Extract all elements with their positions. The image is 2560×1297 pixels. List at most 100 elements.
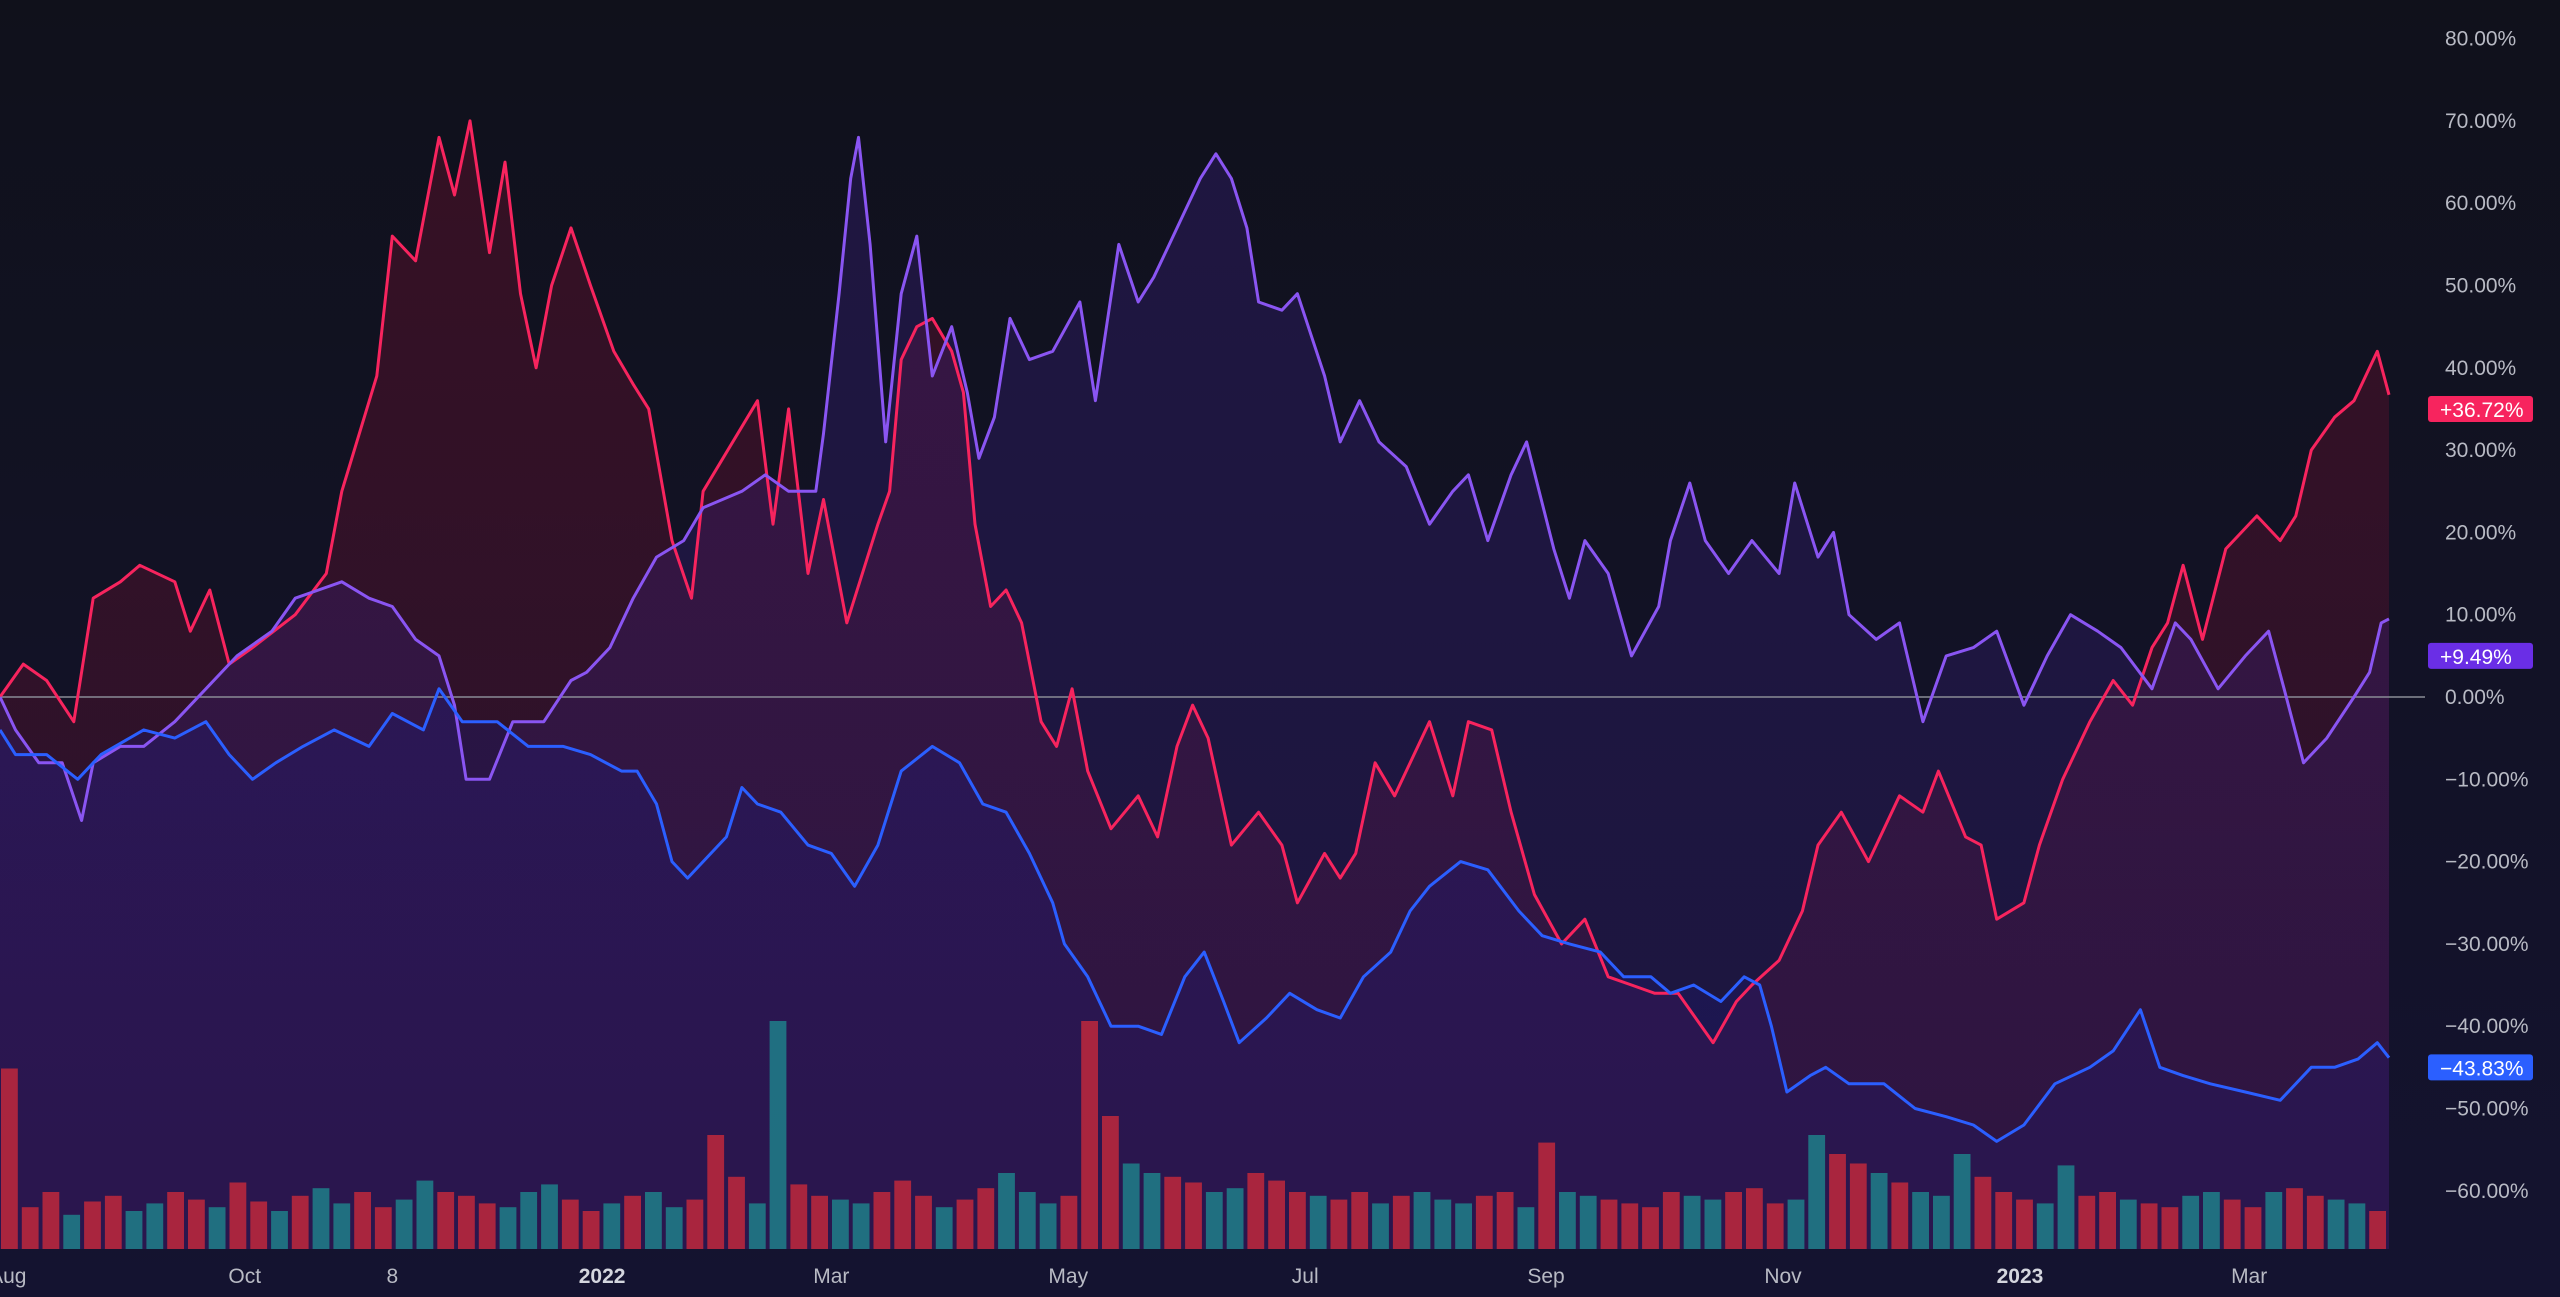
y-tick-label: −60.00% — [2445, 1180, 2529, 1203]
volume-bar — [1247, 1173, 1265, 1249]
volume-bar — [1226, 1188, 1244, 1249]
area-fills — [0, 120, 2389, 1249]
volume-bar — [1039, 1203, 1057, 1249]
volume-bar — [790, 1184, 808, 1249]
volume-bar — [63, 1214, 81, 1249]
volume-bar — [1185, 1182, 1202, 1249]
volume-bar — [2369, 1211, 2386, 1249]
volume-bar — [84, 1201, 101, 1249]
last-value-label-1: +36.72% — [2440, 399, 2524, 422]
volume-bar — [2016, 1199, 2033, 1249]
last-value-label-2: +9.49% — [2440, 646, 2512, 669]
volume-bar — [894, 1180, 912, 1249]
y-tick-label: 70.00% — [2445, 110, 2516, 133]
volume-bar — [2244, 1207, 2262, 1249]
volume-bar — [1829, 1154, 1846, 1249]
volume-bar — [478, 1203, 496, 1249]
volume-bar — [998, 1173, 1015, 1249]
volume-bar — [125, 1211, 143, 1249]
volume-bar — [1434, 1199, 1452, 1249]
volume-bar — [2348, 1203, 2366, 1249]
volume-bar — [541, 1184, 558, 1249]
volume-bar — [2140, 1203, 2158, 1249]
volume-bar — [1143, 1173, 1161, 1249]
volume-bar — [312, 1188, 330, 1249]
x-tick-label: Nov — [1764, 1265, 1802, 1288]
y-tick-label: −40.00% — [2445, 1015, 2529, 1038]
y-axis: 80.00% 70.00% 60.00% 50.00% 40.00% 30.00% 20.0… — [2445, 28, 2529, 1203]
x-tick-label: 2022 — [579, 1265, 626, 1288]
volume-bar — [1787, 1199, 1805, 1249]
volume-bar — [416, 1180, 434, 1249]
volume-bar — [2265, 1192, 2283, 1249]
volume-bar — [728, 1176, 745, 1249]
volume-bar — [915, 1195, 932, 1249]
volume-bar — [686, 1199, 704, 1249]
volume-bar — [1912, 1192, 1929, 1249]
volume-bar — [1579, 1195, 1597, 1249]
volume-bar — [374, 1207, 392, 1249]
volume-bar — [250, 1201, 268, 1249]
volume-bar — [2223, 1199, 2241, 1249]
volume-bar — [1683, 1195, 1701, 1249]
volume-bar — [1081, 1021, 1098, 1249]
last-value-badges: +36.72% +9.49% −43.83% — [2428, 395, 2533, 1081]
volume-bar — [21, 1207, 39, 1249]
x-tick-label: May — [1048, 1265, 1088, 1288]
volume-bar — [1413, 1192, 1431, 1249]
series-area-3 — [0, 688, 2389, 1249]
x-axis: Aug Oct 8 2022 Mar May Jul Sep Nov 2023 Mar — [0, 1265, 2267, 1288]
y-tick-label: 10.00% — [2445, 604, 2516, 627]
volume-bar — [645, 1192, 662, 1249]
y-tick-label: 0.00% — [2445, 686, 2505, 709]
volume-bar — [1538, 1142, 1556, 1249]
volume-bar — [1953, 1154, 1971, 1249]
volume-bar — [2099, 1192, 2116, 1249]
volume-bar — [1455, 1203, 1472, 1249]
volume-bar — [1289, 1192, 1306, 1249]
volume-bar — [1122, 1163, 1140, 1249]
y-tick-label: −50.00% — [2445, 1098, 2529, 1121]
volume-bar — [188, 1199, 205, 1249]
x-tick-label: Mar — [2231, 1265, 2267, 1288]
volume-bar — [1164, 1176, 1182, 1249]
volume-bar — [852, 1203, 870, 1249]
volume-bar — [1372, 1203, 1389, 1249]
volume-bar — [499, 1207, 517, 1249]
volume-bar — [1205, 1192, 1223, 1249]
volume-bar — [229, 1182, 247, 1249]
y-tick-label: 30.00% — [2445, 439, 2516, 462]
volume-bar — [1891, 1182, 1909, 1249]
series-line-3 — [0, 687, 2391, 1143]
volume-bar — [1621, 1203, 1639, 1249]
series-lines — [0, 119, 2391, 1143]
volume-bar — [2327, 1199, 2345, 1249]
last-value-badge-1 — [2428, 395, 2533, 422]
volume-bar — [1725, 1192, 1742, 1249]
volume-bar — [1600, 1199, 1618, 1249]
volume-bars — [1, 1021, 2386, 1249]
volume-bar — [1849, 1163, 1867, 1249]
volume-bar — [1102, 1116, 1119, 1249]
volume-bar — [2286, 1188, 2303, 1249]
y-tick-label: 20.00% — [2445, 521, 2516, 544]
volume-bar — [1517, 1207, 1535, 1249]
volume-bar — [1496, 1192, 1514, 1249]
volume-bar — [271, 1211, 288, 1249]
volume-bar — [354, 1192, 371, 1249]
y-tick-label: 60.00% — [2445, 192, 2516, 215]
volume-bar — [832, 1199, 849, 1249]
volume-bar — [1330, 1199, 1348, 1249]
volume-bar — [561, 1199, 579, 1249]
y-tick-label: 80.00% — [2445, 28, 2516, 51]
x-tick-label: Jul — [1292, 1265, 1319, 1288]
last-value-badge-2 — [2428, 642, 2533, 669]
y-tick-label: 50.00% — [2445, 275, 2516, 298]
x-tick-label: Sep — [1527, 1265, 1564, 1288]
volume-bar — [1309, 1195, 1327, 1249]
volume-bar — [395, 1199, 413, 1249]
volume-bar — [1746, 1188, 1763, 1249]
volume-bar — [873, 1192, 891, 1249]
volume-bar — [624, 1195, 641, 1249]
